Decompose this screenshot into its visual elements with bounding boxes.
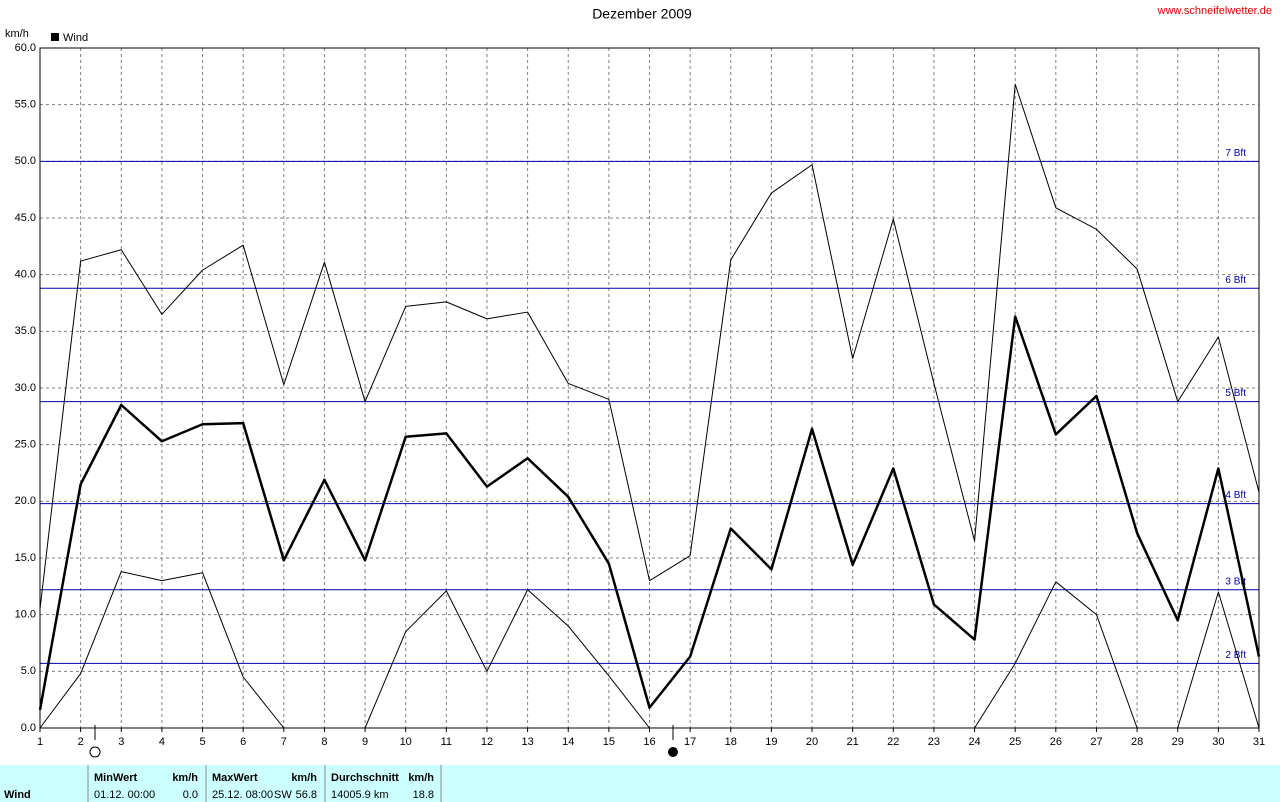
- cell: 14005.9 km: [331, 789, 388, 801]
- series-line: [38, 315, 1261, 711]
- x-tick-label: 22: [887, 736, 899, 748]
- x-tick-label: 3: [118, 736, 124, 748]
- x-tick-label: 9: [362, 736, 368, 748]
- x-tick-label: 12: [481, 736, 493, 748]
- header-unit: km/h: [408, 772, 434, 784]
- cell: 25.12. 08:00: [212, 789, 273, 801]
- x-tick-label: 18: [725, 736, 737, 748]
- x-tick-label: 23: [928, 736, 940, 748]
- x-tick-label: 4: [159, 736, 165, 748]
- x-tick-label: 29: [1172, 736, 1184, 748]
- x-tick-label: 8: [321, 736, 327, 748]
- x-tick-label: 19: [765, 736, 777, 748]
- y-tick-label: 10.0: [15, 609, 36, 621]
- legend-swatch: [51, 33, 59, 41]
- y-axis-label: km/h: [5, 28, 29, 40]
- beaufort-label: 5 Bft: [1225, 388, 1246, 399]
- beaufort-label: 3 Bft: [1225, 576, 1246, 587]
- beaufort-label: 2 Bft: [1225, 650, 1246, 661]
- x-tick-label: 6: [240, 736, 246, 748]
- x-tick-label: 31: [1253, 736, 1265, 748]
- summary-table: Wind MinWert km/h 01.12. 00:00 0.0 MaxWe…: [0, 765, 1280, 802]
- cell: 56.8: [296, 789, 317, 801]
- full-moon: [89, 746, 101, 758]
- beaufort-label: 4 Bft: [1225, 490, 1246, 501]
- legend-label: Wind: [63, 32, 88, 44]
- header: Durchschnitt: [331, 772, 399, 784]
- x-tick-label: 13: [521, 736, 533, 748]
- x-tick-label: 25: [1009, 736, 1021, 748]
- table-bg: [0, 765, 1280, 802]
- x-tick-label: 27: [1090, 736, 1102, 748]
- x-tick-label: 20: [806, 736, 818, 748]
- x-tick-label: 16: [643, 736, 655, 748]
- x-tick-label: 24: [968, 736, 980, 748]
- header: MaxWert: [212, 772, 258, 784]
- x-tick-label: 17: [684, 736, 696, 748]
- x-tick-label: 7: [281, 736, 287, 748]
- new-moon: [668, 747, 678, 757]
- x-tick-label: 2: [78, 736, 84, 748]
- source: www.schneifelwetter.de: [1157, 5, 1272, 17]
- series-line: [39, 83, 1260, 610]
- beaufort-label: 6 Bft: [1225, 275, 1246, 286]
- y-tick-label: 5.0: [21, 665, 36, 677]
- row-label: Wind: [4, 789, 31, 801]
- cell: 01.12. 00:00: [94, 789, 155, 801]
- y-tick-label: 40.0: [15, 269, 36, 281]
- y-tick-label: 25.0: [15, 439, 36, 451]
- y-tick-label: 55.0: [15, 99, 36, 111]
- header-unit: km/h: [291, 772, 317, 784]
- cell: 18.8: [413, 789, 434, 801]
- x-tick-label: 11: [441, 736, 452, 748]
- cell: 0.0: [183, 789, 198, 801]
- x-tick-label: 28: [1131, 736, 1143, 748]
- y-tick-label: 50.0: [15, 155, 36, 167]
- x-tick-label: 10: [400, 736, 412, 748]
- header: MinWert: [94, 772, 138, 784]
- x-tick-label: 1: [37, 736, 43, 748]
- chart-title: Dezember 2009: [592, 6, 692, 22]
- y-tick-label: 0.0: [21, 722, 36, 734]
- header-unit: km/h: [172, 772, 198, 784]
- y-tick-label: 20.0: [15, 495, 36, 507]
- y-tick-label: 45.0: [15, 212, 36, 224]
- x-tick-label: 15: [603, 736, 615, 748]
- beaufort-label: 7 Bft: [1225, 148, 1246, 159]
- x-tick-label: 26: [1050, 736, 1062, 748]
- x-tick-label: 5: [199, 736, 205, 748]
- x-tick-label: 14: [562, 736, 574, 748]
- y-tick-label: 35.0: [15, 325, 36, 337]
- x-tick-label: 21: [847, 736, 859, 748]
- cell: SW: [274, 789, 292, 801]
- y-tick-label: 60.0: [15, 42, 36, 54]
- x-tick-label: 30: [1212, 736, 1224, 748]
- y-tick-label: 30.0: [15, 382, 36, 394]
- series-line: [39, 571, 1260, 729]
- y-tick-label: 15.0: [15, 552, 36, 564]
